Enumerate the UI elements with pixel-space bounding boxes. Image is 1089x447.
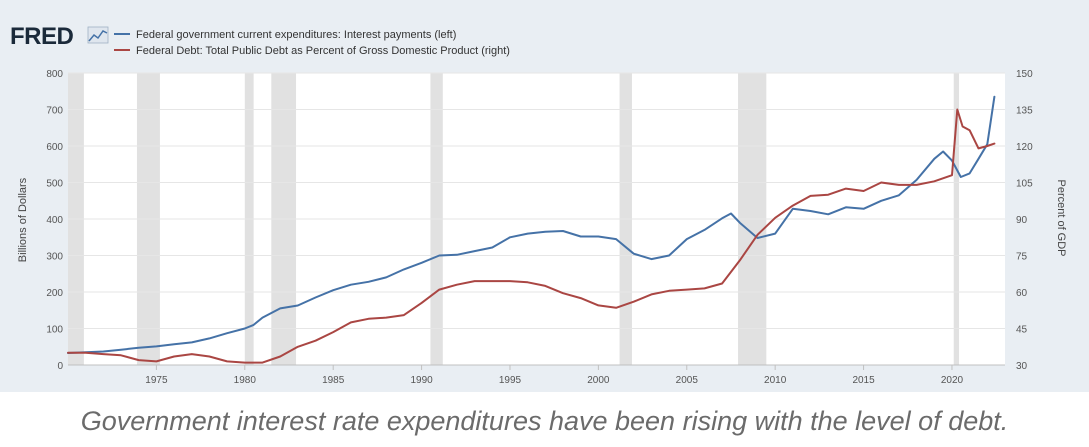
y-right-tick-label: 75	[1016, 252, 1028, 263]
y-right-tick-label: 135	[1016, 106, 1033, 117]
y-left-tick-label: 500	[46, 179, 63, 190]
line-chart-icon	[87, 26, 109, 44]
interest-payments-line	[67, 95, 996, 354]
y-left-tick-label: 600	[46, 142, 63, 153]
x-tick-label: 2020	[941, 375, 964, 386]
x-tick-label: 2000	[587, 375, 610, 386]
y-axis-right-ticks: 30 45 60 75 90 105 120 135 150	[1016, 69, 1033, 372]
fred-logo[interactable]: FRED	[10, 23, 74, 50]
x-tick-label: 2010	[764, 375, 787, 386]
x-tick-label: 2015	[852, 375, 875, 386]
debt-to-gdp-line	[67, 108, 996, 364]
y-right-tick-label: 30	[1016, 361, 1028, 372]
legend-label-debt: Federal Debt: Total Public Debt as Perce…	[136, 45, 510, 57]
chart-panel: FRED Federal government current expendit…	[0, 0, 1089, 392]
y-left-tick-label: 300	[46, 252, 63, 263]
x-tick-label: 1980	[234, 375, 257, 386]
gridlines	[68, 72, 1005, 366]
x-tick-label: 1995	[499, 375, 522, 386]
legend: Federal government current expenditures:…	[114, 29, 510, 57]
y-axis-left-ticks: 0 100 200 300 400 500 600 700 800	[46, 69, 63, 372]
figure-caption: Government interest rate expenditures ha…	[80, 406, 1009, 436]
y-axis-right-title: Percent of GDP	[1055, 179, 1067, 256]
x-tick-label: 1975	[145, 375, 168, 386]
y-right-tick-label: 150	[1016, 69, 1033, 80]
y-left-tick-label: 700	[46, 106, 63, 117]
y-left-tick-label: 800	[46, 69, 63, 80]
y-right-tick-label: 105	[1016, 179, 1033, 190]
y-right-tick-label: 90	[1016, 215, 1028, 226]
y-left-tick-label: 100	[46, 325, 63, 336]
series-lines	[67, 95, 996, 364]
y-left-tick-label: 400	[46, 215, 63, 226]
y-left-tick-label: 200	[46, 288, 63, 299]
y-left-tick-label: 0	[57, 361, 63, 372]
x-tick-label: 1985	[322, 375, 345, 386]
x-axis-ticks: 1975 1980 1985 1990 1995 2000 2005 2010 2015 2020	[145, 365, 964, 386]
fred-chart: FRED Federal government current expendit…	[10, 23, 1067, 386]
y-right-tick-label: 120	[1016, 142, 1033, 153]
x-tick-label: 1990	[410, 375, 433, 386]
y-axis-left-title: Billions of Dollars	[17, 177, 29, 262]
x-tick-label: 2005	[676, 375, 699, 386]
y-right-tick-label: 45	[1016, 325, 1028, 336]
y-right-tick-label: 60	[1016, 288, 1028, 299]
legend-label-interest: Federal government current expenditures:…	[136, 29, 456, 41]
